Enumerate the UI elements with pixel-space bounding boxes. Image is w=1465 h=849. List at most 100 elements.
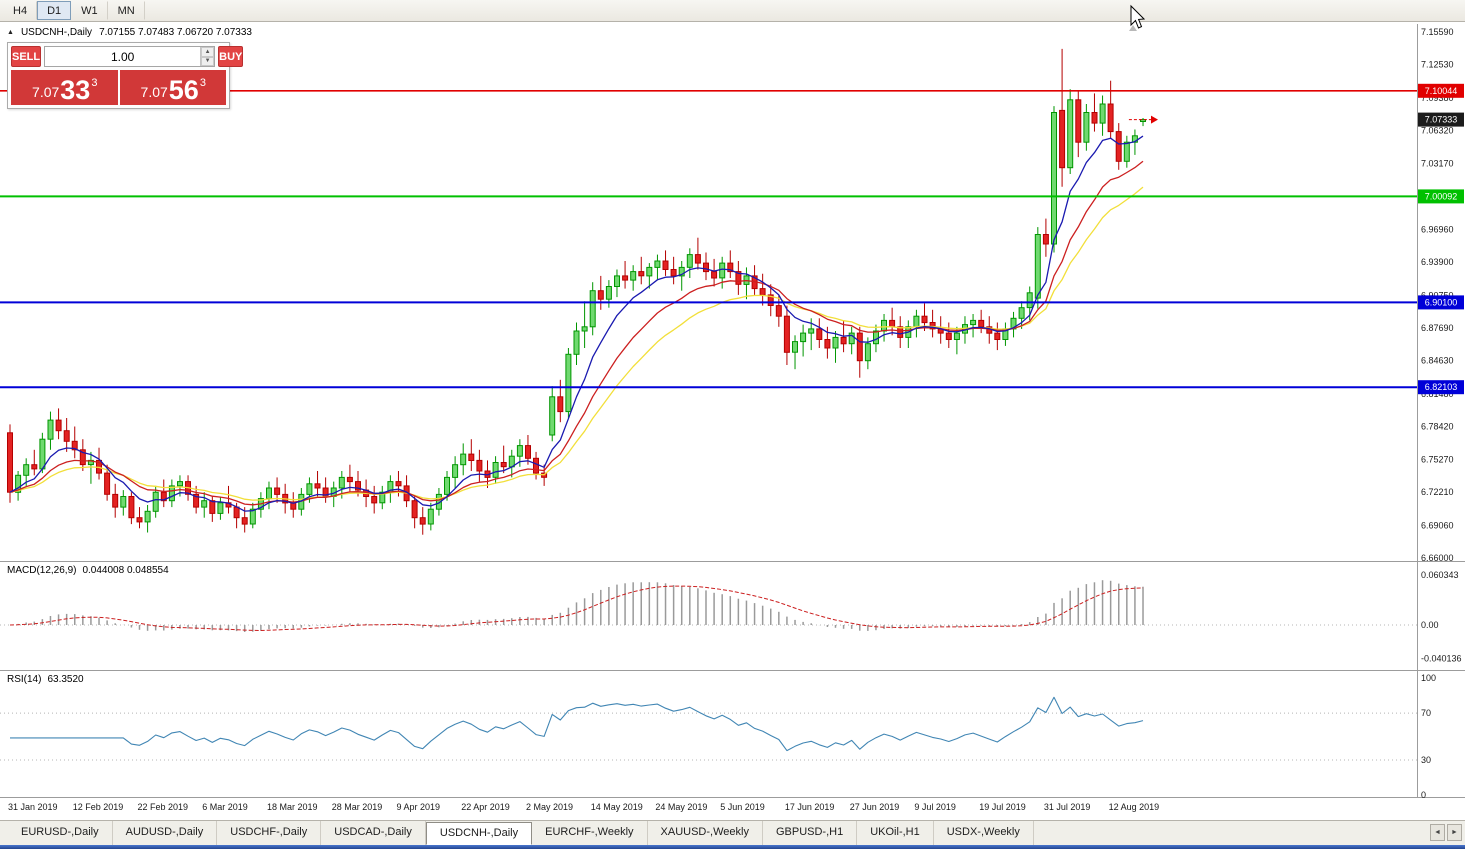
svg-text:0: 0 (1421, 790, 1426, 800)
buy-price-point: 3 (199, 77, 206, 89)
svg-text:12 Feb 2019: 12 Feb 2019 (73, 802, 124, 812)
indicators-layer (9, 580, 1144, 752)
trade-controls-row: SELL ▲ ▼ BUY (11, 46, 244, 67)
chart-symbol-title: USDCNH-,Daily (20, 27, 93, 38)
chart-shift-marker (1129, 25, 1137, 31)
svg-text:18 Mar 2019: 18 Mar 2019 (267, 802, 318, 812)
volume-input[interactable] (45, 47, 201, 66)
svg-text:6.87690: 6.87690 (1421, 323, 1454, 333)
svg-text:0.00: 0.00 (1421, 620, 1439, 630)
chart-ohlc-values: 7.07155 7.07483 7.06720 7.07333 (99, 27, 252, 38)
svg-text:100: 100 (1421, 673, 1436, 683)
price-chart[interactable]: 7.15590 7.12530 7.09380 7.06320 7.03170 7.000… (0, 22, 1465, 820)
candles-layer (7, 48, 1146, 535)
axes-layer[interactable]: 7.15590 7.12530 7.09380 7.06320 7.03170 7.000… (0, 24, 1465, 812)
svg-text:6.69060: 6.69060 (1421, 521, 1454, 531)
svg-text:5 Jun 2019: 5 Jun 2019 (720, 802, 765, 812)
chart-region: 7.15590 7.12530 7.09380 7.06320 7.03170 7.000… (0, 22, 1465, 820)
sell-button[interactable]: SELL (11, 46, 42, 67)
svg-text:19 Jul 2019: 19 Jul 2019 (979, 802, 1026, 812)
svg-text:9 Apr 2019: 9 Apr 2019 (397, 802, 441, 812)
horizontal-levels-layer[interactable]: 7.10044 7.00092 6.90100 6.82103 7.07333 (0, 83, 1464, 395)
window-bottom-border (0, 845, 1465, 849)
tab-scroll-right-button[interactable]: ► (1447, 824, 1462, 841)
buy-price-display[interactable]: 7.07 56 3 (119, 70, 226, 106)
svg-text:31 Jan 2019: 31 Jan 2019 (8, 802, 58, 812)
svg-text:27 Jun 2019: 27 Jun 2019 (850, 802, 900, 812)
sell-price-pips: 33 (60, 75, 91, 106)
volume-decrease-button[interactable]: ▼ (201, 56, 215, 66)
svg-text:17 Jun 2019: 17 Jun 2019 (785, 802, 835, 812)
chart-tab-usdcnh-daily[interactable]: USDCNH-,Daily (425, 822, 533, 845)
svg-text:22 Feb 2019: 22 Feb 2019 (138, 802, 189, 812)
svg-text:30: 30 (1421, 755, 1431, 765)
trade-prices-row: 7.07 33 3 7.07 56 3 (11, 70, 226, 105)
volume-spinner: ▲ ▼ (200, 47, 215, 66)
svg-text:7.09380: 7.09380 (1421, 93, 1454, 103)
timeframe-button-d1[interactable]: D1 (37, 1, 72, 20)
svg-text:0.060343: 0.060343 (1421, 570, 1459, 580)
volume-increase-button[interactable]: ▲ (201, 47, 215, 57)
svg-text:6.82103: 6.82103 (1425, 382, 1458, 392)
collapse-arrow-icon[interactable]: ▲ (7, 29, 14, 36)
svg-text:7.07333: 7.07333 (1425, 115, 1458, 125)
timeframe-toolbar: H4 D1 W1 MN (0, 0, 1465, 22)
chart-tab-usdchf-daily[interactable]: USDCHF-,Daily (217, 821, 322, 845)
svg-text:6.93900: 6.93900 (1421, 257, 1454, 267)
rsi-indicator-label: RSI(14) 63.3520 (7, 674, 90, 685)
svg-text:24 May 2019: 24 May 2019 (655, 802, 707, 812)
moving-averages-layer (9, 135, 1144, 512)
chart-tab-gbpusd-h1[interactable]: GBPUSD-,H1 (763, 821, 858, 845)
macd-values: 0.044008 0.048554 (82, 565, 169, 576)
chart-tab-xauusd-weekly[interactable]: XAUUSD-,Weekly (648, 821, 763, 845)
sell-price-point: 3 (91, 77, 98, 89)
svg-text:28 Mar 2019: 28 Mar 2019 (332, 802, 383, 812)
chart-tab-bar: EURUSD-,Daily AUDUSD-,Daily USDCHF-,Daily U… (0, 820, 1465, 845)
svg-text:7.03170: 7.03170 (1421, 159, 1454, 169)
svg-text:-0.040136: -0.040136 (1421, 653, 1462, 663)
svg-text:12 Aug 2019: 12 Aug 2019 (1109, 802, 1160, 812)
timeframe-button-w1[interactable]: W1 (71, 1, 108, 20)
svg-text:6.84630: 6.84630 (1421, 355, 1454, 365)
svg-text:9 Jul 2019: 9 Jul 2019 (914, 802, 956, 812)
svg-text:6 Mar 2019: 6 Mar 2019 (202, 802, 248, 812)
svg-text:7.00092: 7.00092 (1425, 191, 1458, 201)
svg-text:6.90100: 6.90100 (1425, 297, 1458, 307)
chart-tab-eurusd-daily[interactable]: EURUSD-,Daily (8, 821, 113, 845)
buy-price-figure: 7.07 (140, 84, 168, 100)
rsi-name: RSI(14) (7, 674, 42, 685)
macd-indicator-label: MACD(12,26,9) 0.044008 0.048554 (7, 565, 175, 576)
chart-tab-usdcad-daily[interactable]: USDCAD-,Daily (321, 821, 426, 845)
svg-text:22 Apr 2019: 22 Apr 2019 (461, 802, 510, 812)
chart-tab-audusd-daily[interactable]: AUDUSD-,Daily (113, 821, 218, 845)
svg-text:6.78420: 6.78420 (1421, 421, 1454, 431)
svg-text:2 May 2019: 2 May 2019 (526, 802, 573, 812)
tab-scroll-left-button[interactable]: ◄ (1430, 824, 1445, 841)
panel-gridlines (0, 624, 1417, 761)
svg-text:70: 70 (1421, 708, 1431, 718)
rsi-value: 63.3520 (47, 674, 84, 685)
buy-button[interactable]: BUY (218, 46, 244, 67)
svg-text:31 Jul 2019: 31 Jul 2019 (1044, 802, 1091, 812)
svg-text:7.06320: 7.06320 (1421, 125, 1454, 135)
chart-tab-ukoil-h1[interactable]: UKOil-,H1 (857, 821, 934, 845)
volume-control: ▲ ▼ (44, 46, 216, 67)
chart-header: ▲ USDCNH-,Daily 7.07155 7.07483 7.06720 … (7, 27, 252, 38)
svg-text:6.72210: 6.72210 (1421, 487, 1454, 497)
chart-tab-eurchf-weekly[interactable]: EURCHF-,Weekly (532, 821, 648, 845)
svg-text:6.66000: 6.66000 (1421, 553, 1454, 563)
buy-price-pips: 56 (168, 75, 199, 106)
svg-text:14 May 2019: 14 May 2019 (591, 802, 643, 812)
tab-scroll-controls: ◄ ► (1430, 824, 1462, 841)
svg-text:7.12530: 7.12530 (1421, 60, 1454, 70)
chart-tab-usdx-weekly[interactable]: USDX-,Weekly (934, 821, 1034, 845)
timeframe-button-mn[interactable]: MN (108, 1, 145, 20)
svg-text:7.10044: 7.10044 (1425, 86, 1458, 96)
svg-text:7.15590: 7.15590 (1421, 27, 1454, 37)
timeframe-button-h4[interactable]: H4 (3, 1, 38, 20)
svg-text:6.75270: 6.75270 (1421, 455, 1454, 465)
sell-price-display[interactable]: 7.07 33 3 (11, 70, 118, 105)
sell-price-figure: 7.07 (32, 84, 60, 100)
